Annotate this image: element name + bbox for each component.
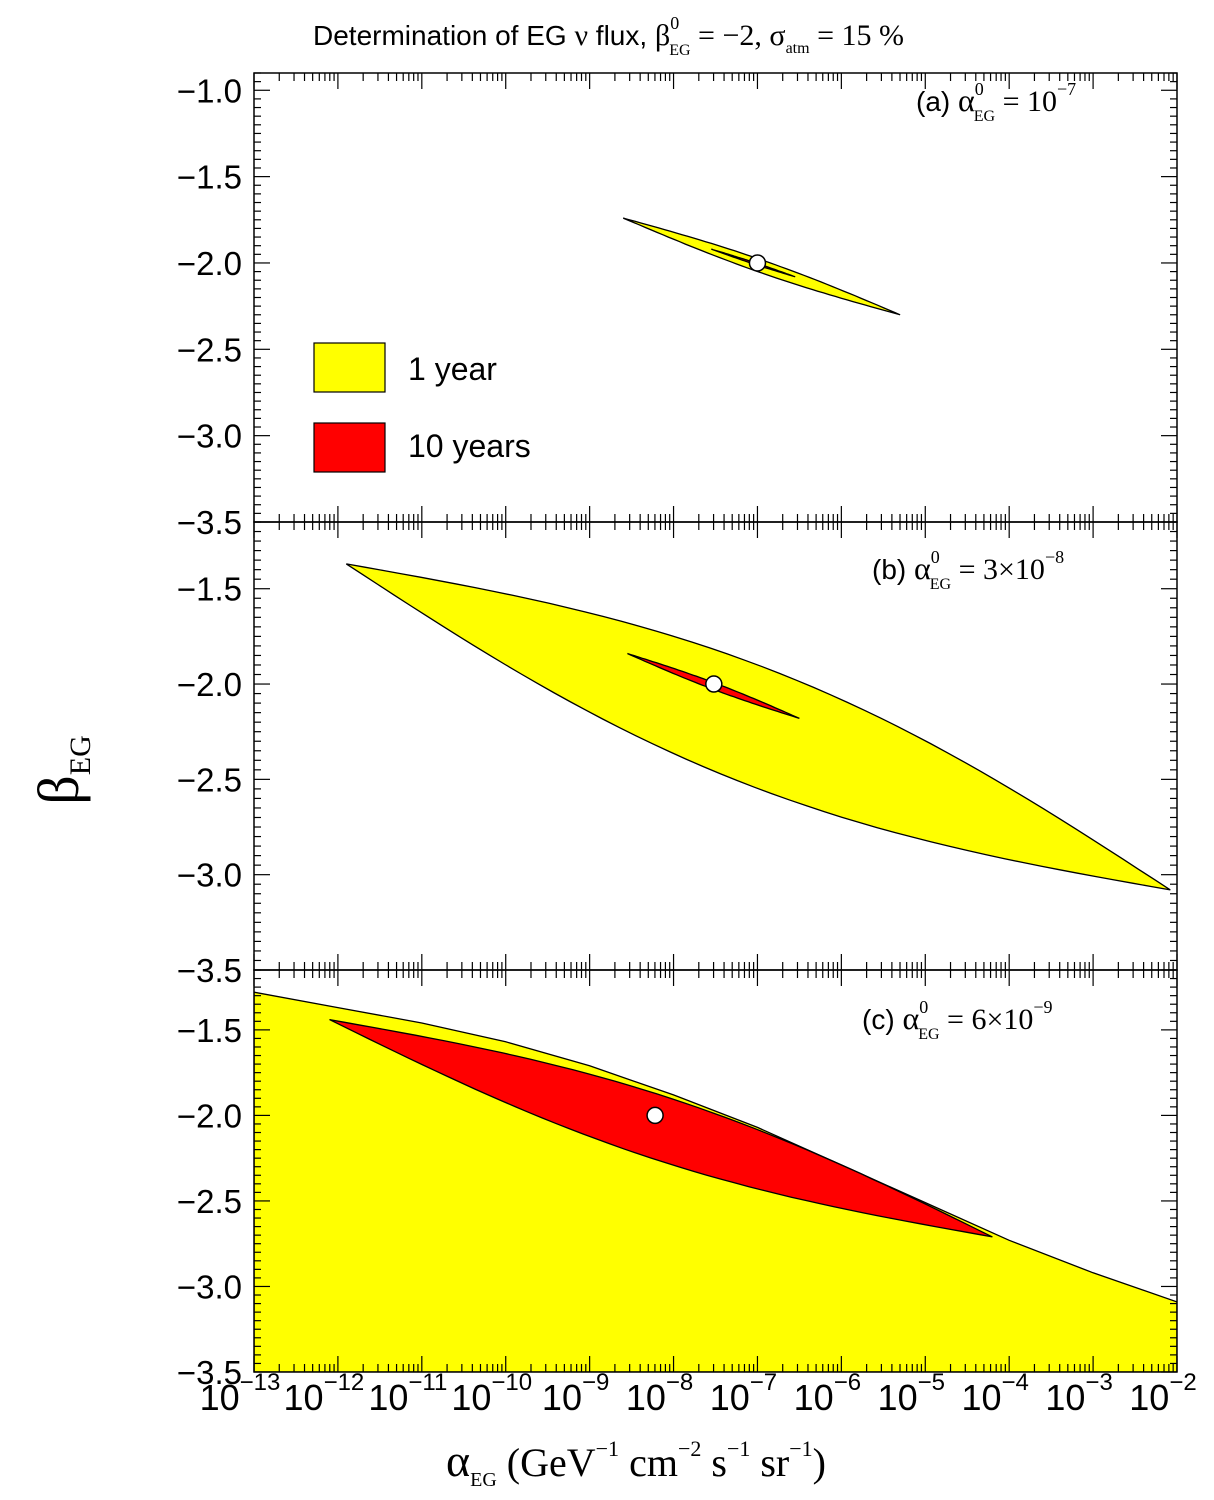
panel-a-true-point <box>748 254 767 272</box>
legend-swatch-10-years <box>313 422 386 473</box>
panel-a-y-ticks <box>254 72 1177 523</box>
panel-c-y-tick-label: −2.0 <box>177 1097 242 1134</box>
panel-a: −1.0 −1.5 −2.0 −2.5 −3.0 −3.5 (a) α0 EG = 10−7 <box>177 72 1178 541</box>
x-tick-label: 10−11 <box>368 1369 447 1418</box>
panel-b-y-ticks <box>254 521 1177 971</box>
x-tick-label: 10−4 <box>961 1369 1028 1418</box>
panel-c-region-10-years <box>329 1018 993 1238</box>
panel-b-region-1-year <box>345 563 1171 891</box>
legend-label-10-years: 10 years <box>408 428 531 464</box>
x-tick-label: 10−5 <box>878 1369 945 1418</box>
panel-c-x-ticks <box>253 970 1178 1372</box>
x-tick-label: 10−12 <box>284 1369 365 1418</box>
legend-label-1-year: 1 year <box>408 351 497 387</box>
panel-a-y-tick-label: −3.5 <box>177 504 242 541</box>
x-tick-label: 10−3 <box>1045 1369 1112 1418</box>
x-tick-label: 10−9 <box>542 1369 609 1418</box>
panel-b-y-tick-label: −1.5 <box>177 571 242 608</box>
panel-c-y-tick-label: −3.5 <box>177 1354 242 1391</box>
x-tick-label: 10−6 <box>794 1369 861 1418</box>
panel-b-plot-area <box>253 521 1178 971</box>
x-tick-label: 10−7 <box>710 1369 777 1418</box>
panel-c-y-ticks <box>254 969 1177 1373</box>
panel-a-y-tick-label: −2.5 <box>177 331 242 368</box>
panel-a-y-tick-label: −2.0 <box>177 245 242 282</box>
y-axis-label: βEG <box>26 735 97 805</box>
x-tick-label: 10−13 <box>200 1369 281 1418</box>
panel-b-y-tick-label: −2.0 <box>177 666 242 703</box>
panel-c-plot-area <box>253 969 1178 1373</box>
panel-a-y-tick-label: −1.5 <box>177 159 242 196</box>
x-axis-label: αEG (GeV−1 cm−2 s−1 sr−1) <box>446 1435 826 1491</box>
panel-a-x-ticks <box>253 73 1178 522</box>
panel-b-y-tick-labels: −1.5 −2.0 −2.5 −3.0 −3.5 <box>177 571 242 989</box>
panel-c-y-tick-label: −1.5 <box>177 1012 242 1049</box>
panel-b: −1.5 −2.0 −2.5 −3.0 −3.5 (b) α0 EG = 3×10−8 <box>177 521 1178 989</box>
x-tick-label: 10−2 <box>1129 1369 1196 1418</box>
panel-c-label: (c) α0 EG = 6×10−9 <box>862 997 1053 1043</box>
panel-b-label: (b) α0 EG = 3×10−8 <box>872 547 1064 593</box>
legend-swatch-1-year <box>313 342 386 393</box>
panel-b-y-tick-label: −3.5 <box>177 952 242 989</box>
panel-a-label: (a) α0 EG = 10−7 <box>916 79 1076 125</box>
panel-c-y-tick-labels: −1.5 −2.0 −2.5 −3.0 −3.5 <box>177 1012 242 1391</box>
svg-text:βEG: βEG <box>26 735 97 805</box>
panel-a-plot-area <box>253 72 1178 523</box>
panel-c-y-tick-label: −3.0 <box>177 1268 242 1305</box>
panel-a-y-tick-label: −1.0 <box>177 72 242 109</box>
panel-c-frame <box>253 969 1178 1373</box>
panel-c-true-point <box>646 1106 664 1125</box>
x-tick-label: 10−10 <box>451 1369 532 1418</box>
x-tick-label: 10−8 <box>626 1369 693 1418</box>
panel-c-y-tick-label: −2.5 <box>177 1183 242 1220</box>
panel-c: −1.5 −2.0 −2.5 −3.0 −3.5 10−13 10−12 10−11 10−1… <box>177 969 1197 1418</box>
panel-a-frame <box>253 72 1178 523</box>
panel-b-y-tick-label: −3.0 <box>177 857 242 894</box>
legend: 1 year 10 years <box>313 342 531 473</box>
panel-b-true-point <box>705 675 723 693</box>
panel-a-y-tick-labels: −1.0 −1.5 −2.0 −2.5 −3.0 −3.5 <box>177 72 242 541</box>
panel-b-x-ticks <box>253 522 1178 970</box>
figure-title: Determination of EG ν flux, β0 EG = −2, σ… <box>313 13 904 59</box>
panel-a-y-tick-label: −3.0 <box>177 418 242 455</box>
panel-b-y-tick-label: −2.5 <box>177 761 242 798</box>
x-tick-labels: 10−13 10−12 10−11 10−10 10−9 10−8 10−7 10−6 10−5… <box>200 1369 1197 1418</box>
